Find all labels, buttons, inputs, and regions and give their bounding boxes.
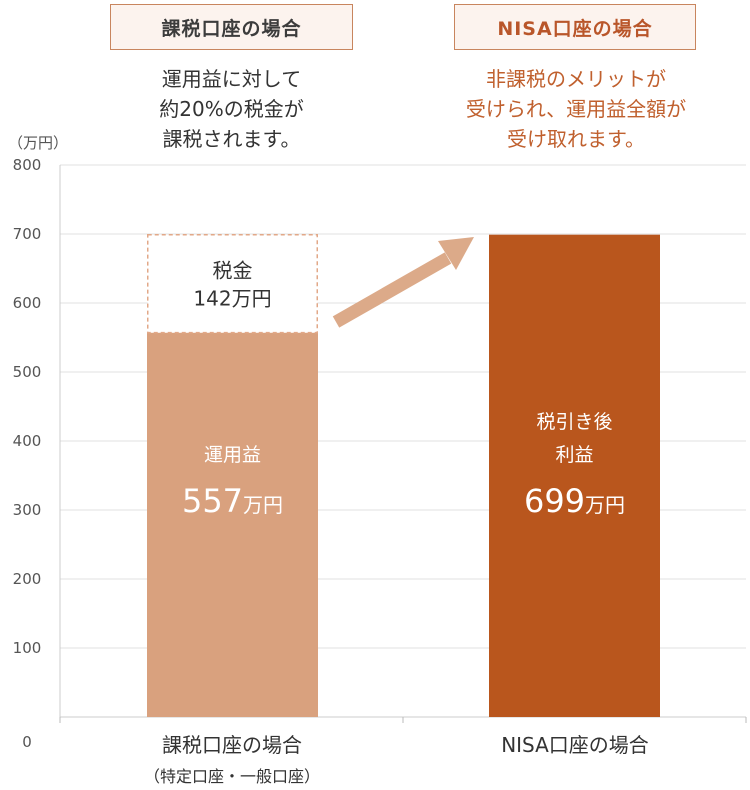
nisa-description-line: 受け取れます。 [507,127,645,151]
arrow-head-icon [438,237,474,270]
tax-segment-label: 税金 [213,259,253,283]
bar-taxable-gain [147,332,318,717]
nisa-description-line: 非課税のメリットが [486,67,666,91]
y-tick-label: 300 [13,501,42,519]
arrow-shaft [332,252,452,328]
y-tick-label: 700 [13,225,42,243]
nisa-gain-label: 税引き後 [536,411,612,433]
nisa-description: 非課税のメリットが 受けられ、運用益全額が 受け取れます。 [430,64,722,154]
taxable-description-line: 運用益に対して [161,67,302,91]
nisa-gain-label: 利益 [555,444,593,466]
y-tick-label: 600 [13,294,42,312]
nisa-gain-value: 699万円 [524,482,625,520]
bar-nisa-gain [489,234,660,717]
y-tick-label: 400 [13,432,42,450]
category-sublabel-taxable: （特定口座・一般口座） [143,767,320,786]
y-tick-label: 0 [22,733,32,751]
y-tick-label: 500 [13,363,42,381]
taxable-description-line: 課税されます。 [162,127,301,151]
taxable-gain-value: 557万円 [182,482,283,520]
category-label-nisa: NISA口座の場合 [501,733,649,757]
taxable-description: 運用益に対して 約20%の税金が 課税されます。 [110,64,353,154]
y-tick-label: 800 [13,156,42,174]
y-tick-label: 100 [13,639,42,657]
bar-taxable-tax [147,233,318,334]
tax-segment-value: 142万円 [193,287,271,311]
category-label-taxable: 課税口座の場合 [162,733,302,757]
taxable-gain-label: 運用益 [204,444,261,466]
taxable-description-line: 約20%の税金が [159,97,304,121]
nisa-account-header: NISA口座の場合 [454,4,696,50]
taxable-account-header: 課税口座の場合 [110,4,353,50]
nisa-description-line: 受けられ、運用益全額が [465,97,687,121]
y-tick-label: 200 [13,570,42,588]
y-axis-unit: （万円） [8,134,68,152]
